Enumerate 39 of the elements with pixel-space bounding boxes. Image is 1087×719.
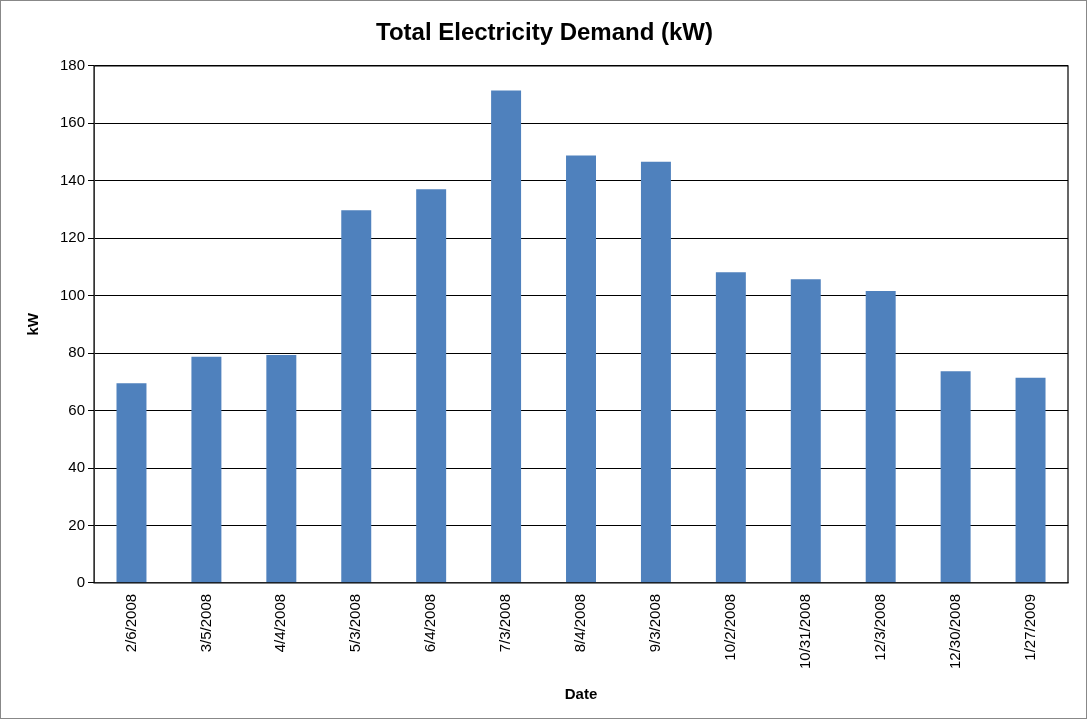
x-tick-label: 8/4/2008 xyxy=(571,593,589,653)
bar xyxy=(116,383,147,583)
x-tick-label: 4/4/2008 xyxy=(271,593,289,653)
bar xyxy=(416,189,447,583)
y-tick-label: 40 xyxy=(68,458,86,476)
bar xyxy=(715,272,746,583)
bar xyxy=(566,155,596,583)
bar xyxy=(266,355,297,583)
bar xyxy=(940,371,971,583)
bar xyxy=(865,291,896,583)
x-tick-label: 7/3/2008 xyxy=(496,593,514,653)
y-axis-title: kW xyxy=(24,312,42,336)
y-tick-label: 100 xyxy=(60,285,86,303)
x-tick-label: 12/30/2008 xyxy=(945,593,963,669)
x-tick-label: 9/3/2008 xyxy=(646,593,664,653)
x-tick-label: 3/5/2008 xyxy=(196,593,214,653)
y-tick-label: 60 xyxy=(68,400,86,418)
bar xyxy=(640,161,671,583)
bar xyxy=(790,279,821,583)
bar xyxy=(341,210,372,583)
chart-title: Total Electricity Demand (kW) xyxy=(376,18,713,46)
x-tick-label: 5/3/2008 xyxy=(346,593,364,653)
x-tick-label: 1/27/2009 xyxy=(1020,593,1038,661)
y-tick-label: 140 xyxy=(60,170,86,188)
bar xyxy=(1015,377,1046,583)
x-tick-label: 12/3/2008 xyxy=(870,593,888,661)
x-tick-label: 2/6/2008 xyxy=(121,593,139,653)
y-tick-label: 120 xyxy=(60,228,86,246)
y-tick-label: 160 xyxy=(60,113,86,131)
y-tick-label: 180 xyxy=(60,55,86,73)
y-tick-label: 0 xyxy=(76,573,86,591)
bar xyxy=(191,356,222,583)
bar xyxy=(491,90,522,583)
y-tick-label: 20 xyxy=(68,515,86,533)
x-tick-label: 6/4/2008 xyxy=(421,593,439,653)
x-axis-title: Date xyxy=(564,685,598,703)
x-tick-label: 10/2/2008 xyxy=(721,593,738,661)
y-tick-label: 80 xyxy=(68,343,86,361)
x-tick-label: 10/31/2008 xyxy=(795,593,813,669)
